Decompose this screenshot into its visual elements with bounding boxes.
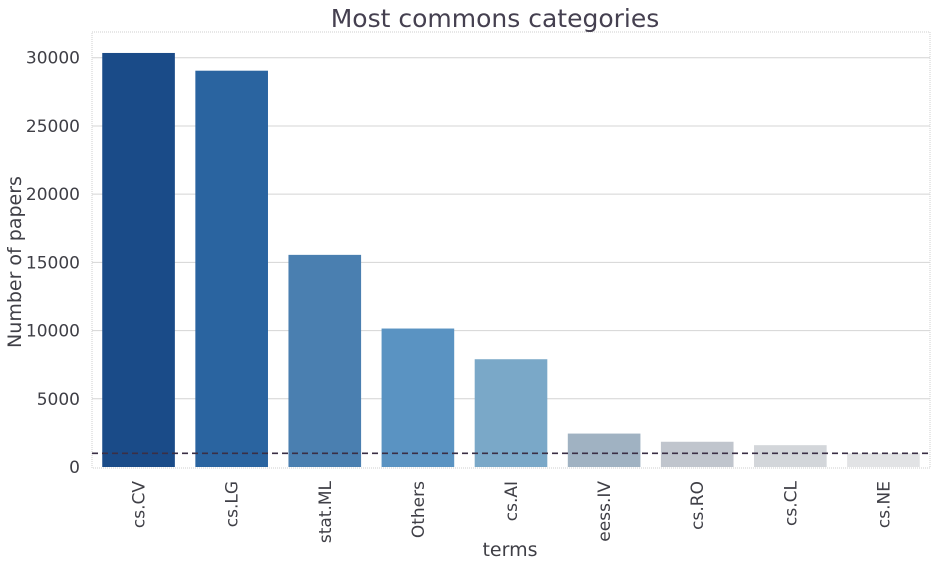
bar-cs-cl bbox=[754, 445, 827, 467]
x-tick-label: cs.AI bbox=[502, 481, 522, 521]
y-tick-label: 30000 bbox=[26, 49, 80, 69]
bar-eess-iv bbox=[567, 433, 641, 467]
y-tick-label: 0 bbox=[69, 458, 80, 478]
plot-frame bbox=[91, 31, 931, 469]
y-tick-labels: 0 5000 10000 15000 20000 25000 30000 bbox=[26, 49, 80, 478]
bar-cs-cv bbox=[102, 52, 175, 468]
y-tick-label: 5000 bbox=[37, 390, 80, 410]
x-tick-labels: cs.CV cs.LG stat.ML Others cs.AI eess.IV cs.RO… bbox=[130, 480, 895, 543]
y-tick-label: 20000 bbox=[26, 185, 80, 205]
bar-cs-ai bbox=[474, 359, 548, 467]
x-tick-label: cs.NE bbox=[874, 481, 894, 528]
x-tick-label: cs.RO bbox=[688, 481, 708, 530]
y-axis-label: Number of papers bbox=[4, 176, 26, 348]
y-tick-label: 15000 bbox=[26, 253, 80, 273]
bar-cs-ne bbox=[847, 453, 920, 467]
bar-cs-lg bbox=[195, 70, 268, 467]
x-tick-label: Others bbox=[409, 481, 429, 538]
bar-others bbox=[381, 328, 455, 467]
bar-stat-ml bbox=[288, 254, 362, 467]
bars bbox=[102, 52, 920, 468]
x-tick-label: cs.CL bbox=[781, 480, 801, 525]
x-tick-label: eess.IV bbox=[595, 481, 615, 542]
x-tick-label: cs.CV bbox=[130, 481, 150, 528]
chart-title: Most commons categories bbox=[331, 4, 660, 33]
x-tick-label: cs.LG bbox=[223, 481, 243, 527]
y-tick-label: 10000 bbox=[26, 322, 80, 342]
bar-cs-ro bbox=[660, 441, 734, 467]
x-tick-label: stat.ML bbox=[316, 480, 336, 543]
y-tick-label: 25000 bbox=[26, 117, 80, 137]
x-axis-label: terms bbox=[482, 539, 537, 561]
